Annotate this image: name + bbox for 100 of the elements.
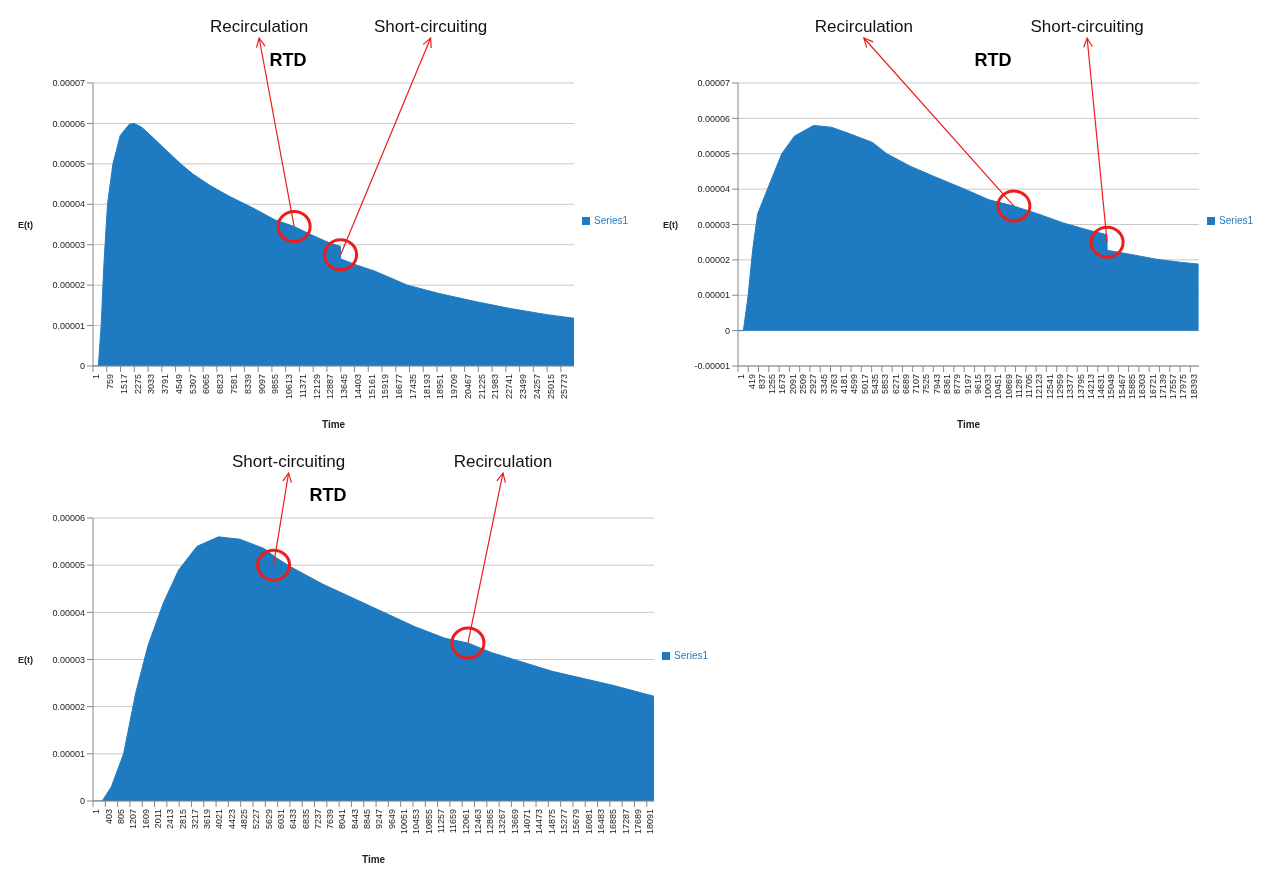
x-tick-label: 16721 bbox=[1147, 374, 1158, 400]
y-tick-label: 0.00006 bbox=[52, 513, 85, 524]
y-axis-title: E(t) bbox=[663, 219, 678, 230]
x-tick-label: 10869 bbox=[1003, 374, 1014, 400]
y-tick-label: 0.00005 bbox=[52, 159, 85, 170]
x-tick-label: 1 bbox=[91, 374, 102, 380]
y-tick-label: 0.00001 bbox=[52, 749, 85, 760]
x-tick-label: 837 bbox=[756, 374, 767, 390]
x-tick-label: 13669 bbox=[509, 809, 520, 835]
y-tick-label: 0 bbox=[79, 361, 85, 372]
annotation: Recirculation bbox=[453, 452, 553, 471]
x-tick-label: 1255 bbox=[767, 374, 778, 395]
x-tick-label: 12129 bbox=[311, 374, 322, 400]
x-tick-label: 5629 bbox=[263, 809, 274, 830]
x-tick-label: 2815 bbox=[177, 809, 188, 830]
annotation: Recirculation bbox=[210, 17, 309, 36]
x-tick-label: 2275 bbox=[132, 374, 143, 395]
x-tick-label: 17435 bbox=[407, 374, 418, 400]
x-tick-label: 11705 bbox=[1024, 374, 1035, 399]
x-tick-label: 9097 bbox=[256, 374, 267, 395]
x-tick-label: 15277 bbox=[559, 809, 570, 835]
x-tick-label: 2091 bbox=[787, 374, 798, 395]
x-tick-label: 5435 bbox=[870, 374, 881, 395]
x-tick-label: 3619 bbox=[202, 809, 213, 830]
y-tick-label: 0.00007 bbox=[697, 78, 730, 89]
x-tick-label: 9855 bbox=[270, 374, 281, 395]
x-tick-label: 419 bbox=[746, 374, 757, 390]
y-tick-label: 0.00001 bbox=[52, 320, 85, 331]
x-tick-label: 5227 bbox=[251, 809, 262, 830]
x-tick-label: 16677 bbox=[394, 374, 405, 400]
x-tick-label: 1609 bbox=[140, 809, 151, 830]
x-tick-label: 12887 bbox=[325, 374, 336, 400]
x-tick-label: 10051 bbox=[399, 809, 410, 835]
x-tick-label: 1517 bbox=[118, 374, 129, 395]
annotation: Short-circuiting bbox=[373, 17, 488, 36]
y-tick-label: 0.00004 bbox=[697, 184, 730, 195]
x-axis-title: Time bbox=[361, 854, 386, 865]
x-tick-label: 16303 bbox=[1137, 374, 1148, 400]
x-tick-label: 15885 bbox=[1127, 374, 1138, 400]
y-tick-label: 0.00004 bbox=[52, 607, 85, 618]
x-tick-label: 13645 bbox=[339, 374, 350, 400]
x-tick-label: 15467 bbox=[1116, 374, 1127, 400]
x-tick-label: 3033 bbox=[146, 374, 157, 395]
x-tick-label: 14473 bbox=[534, 809, 545, 835]
x-tick-label: 17287 bbox=[620, 809, 631, 835]
x-tick-label: 1207 bbox=[128, 809, 139, 830]
chart-title: RTD bbox=[308, 485, 348, 506]
x-tick-label: 5017 bbox=[859, 374, 870, 395]
x-tick-label: 7237 bbox=[312, 809, 323, 830]
annotation: Short-circuiting bbox=[231, 452, 346, 471]
x-tick-label: 4825 bbox=[239, 809, 250, 830]
x-tick-label: 12959 bbox=[1055, 374, 1066, 400]
x-tick-label: 4181 bbox=[839, 374, 850, 395]
x-tick-label: 21983 bbox=[490, 374, 501, 400]
x-tick-label: 8443 bbox=[349, 809, 360, 830]
x-tick-label: 15919 bbox=[380, 374, 391, 400]
x-tick-label: 15161 bbox=[366, 374, 377, 400]
x-tick-label: 11257 bbox=[435, 809, 446, 834]
y-axis-title: E(t) bbox=[18, 219, 33, 230]
legend-label: Series1 bbox=[594, 215, 628, 226]
chart-title: RTD bbox=[973, 50, 1013, 71]
x-tick-label: 7581 bbox=[229, 374, 240, 395]
x-tick-label: 1 bbox=[91, 809, 102, 815]
x-tick-label: 9649 bbox=[386, 809, 397, 830]
y-tick-label: 0.00005 bbox=[52, 560, 85, 571]
x-tick-label: 2413 bbox=[165, 809, 176, 830]
x-tick-label: 7107 bbox=[911, 374, 922, 395]
x-tick-label: 11287 bbox=[1013, 374, 1024, 399]
x-tick-label: 25015 bbox=[545, 374, 556, 400]
x-tick-label: 3345 bbox=[818, 374, 829, 395]
x-tick-label: 18951 bbox=[435, 374, 446, 400]
x-tick-label: 16483 bbox=[595, 809, 606, 835]
x-tick-label: 17139 bbox=[1157, 374, 1168, 400]
y-tick-label: 0.00002 bbox=[697, 255, 730, 266]
x-tick-label: 805 bbox=[116, 809, 126, 825]
x-tick-label: 4549 bbox=[173, 374, 184, 395]
x-tick-label: 5853 bbox=[880, 374, 891, 395]
x-tick-label: 16081 bbox=[583, 809, 594, 835]
x-tick-label: 1 bbox=[736, 374, 747, 380]
legend-label: Series1 bbox=[1219, 215, 1253, 226]
x-tick-label: 2509 bbox=[798, 374, 809, 395]
y-tick-label: 0.00002 bbox=[52, 280, 85, 291]
x-axis-title: Time bbox=[321, 419, 346, 430]
x-tick-label: 12061 bbox=[460, 809, 471, 835]
x-tick-label: 14213 bbox=[1085, 374, 1096, 400]
x-tick-label: 10453 bbox=[411, 809, 422, 835]
x-tick-label: 3763 bbox=[828, 374, 839, 395]
x-tick-label: 23499 bbox=[518, 374, 528, 400]
x-tick-label: 13377 bbox=[1065, 374, 1076, 400]
x-tick-label: 22741 bbox=[504, 374, 515, 400]
x-tick-label: 14403 bbox=[352, 374, 363, 400]
y-tick-label: 0.00004 bbox=[52, 199, 85, 210]
y-tick-label: 0.00006 bbox=[697, 113, 730, 124]
y-tick-label: 0.00001 bbox=[697, 290, 730, 301]
x-tick-label: 3791 bbox=[160, 374, 171, 395]
x-tick-label: 6065 bbox=[201, 374, 212, 395]
x-tick-label: 17557 bbox=[1168, 374, 1179, 400]
x-tick-label: 1673 bbox=[777, 374, 788, 395]
x-tick-label: 24257 bbox=[531, 374, 542, 400]
x-tick-label: 13267 bbox=[497, 809, 508, 835]
